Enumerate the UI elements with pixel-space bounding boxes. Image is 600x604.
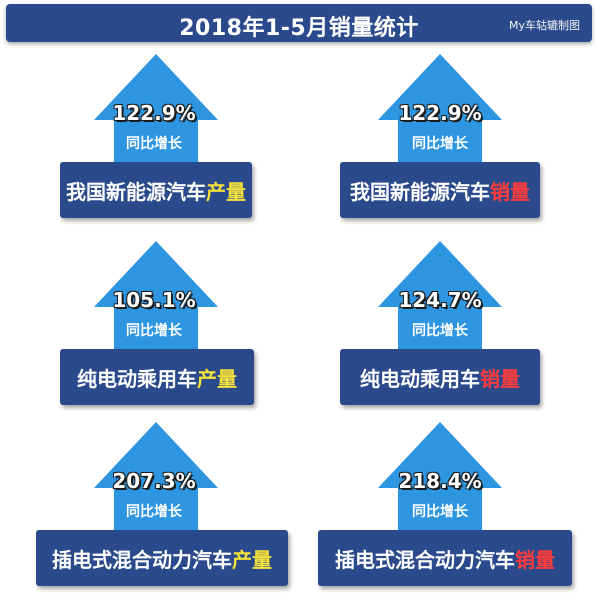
metric-highlight: 销量 (490, 179, 530, 204)
growth-percent: 124.7% (398, 288, 482, 312)
category-label-box: 插电式混合动力汽车 产量 (36, 530, 288, 586)
metric-highlight: 销量 (515, 547, 555, 572)
category-label: 插电式混合动力汽车 (52, 547, 232, 572)
page-title: 2018年1-5月销量统计 (179, 16, 419, 41)
metric-highlight: 产量 (232, 547, 272, 572)
category-label-box: 纯电动乘用车 产量 (60, 349, 254, 405)
category-label-box: 纯电动乘用车 销量 (340, 349, 540, 405)
yoy-label: 同比增长 (126, 323, 182, 339)
category-label-box: 我国新能源汽车 销量 (340, 162, 540, 218)
yoy-label: 同比增长 (412, 504, 468, 520)
metric-highlight: 产量 (206, 179, 246, 204)
growth-percent: 122.9% (112, 101, 196, 125)
category-label: 纯电动乘用车 (360, 366, 480, 391)
growth-percent: 105.1% (112, 288, 196, 312)
yoy-label: 同比增长 (126, 504, 182, 520)
watermark: My车轱辘制图 (508, 19, 580, 32)
growth-percent: 122.9% (398, 101, 482, 125)
category-label: 我国新能源汽车 (350, 179, 490, 204)
category-label: 纯电动乘用车 (77, 366, 197, 391)
title-banner: 2018年1-5月销量统计 My车轱辘制图 (6, 4, 592, 42)
stat-card-nev-sales: 122.9% 同比增长 我国新能源汽车 销量 (290, 50, 590, 235)
growth-percent: 218.4% (398, 469, 482, 493)
growth-percent: 207.3% (112, 469, 196, 493)
stat-card-phev-sales: 218.4% 同比增长 插电式混合动力汽车 销量 (290, 418, 590, 603)
category-label: 插电式混合动力汽车 (335, 547, 515, 572)
category-label-box: 我国新能源汽车 产量 (60, 162, 252, 218)
stat-card-phev-production: 207.3% 同比增长 插电式混合动力汽车 产量 (4, 418, 304, 603)
stat-card-nev-production: 122.9% 同比增长 我国新能源汽车 产量 (4, 50, 304, 235)
stat-card-bev-sales: 124.7% 同比增长 纯电动乘用车 销量 (290, 237, 590, 422)
metric-highlight: 销量 (480, 366, 520, 391)
yoy-label: 同比增长 (412, 136, 468, 152)
category-label: 我国新能源汽车 (66, 179, 206, 204)
metric-highlight: 产量 (197, 366, 237, 391)
yoy-label: 同比增长 (126, 136, 182, 152)
yoy-label: 同比增长 (412, 323, 468, 339)
category-label-box: 插电式混合动力汽车 销量 (318, 530, 572, 586)
stat-card-bev-production: 105.1% 同比增长 纯电动乘用车 产量 (4, 237, 304, 422)
